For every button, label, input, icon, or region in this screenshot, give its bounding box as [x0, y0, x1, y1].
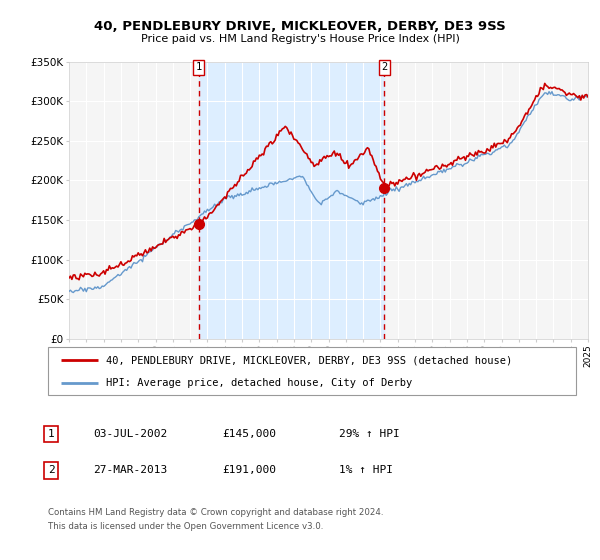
Text: 2: 2: [381, 62, 388, 72]
Text: 40, PENDLEBURY DRIVE, MICKLEOVER, DERBY, DE3 9SS (detached house): 40, PENDLEBURY DRIVE, MICKLEOVER, DERBY,…: [106, 355, 512, 365]
Text: 1% ↑ HPI: 1% ↑ HPI: [339, 465, 393, 475]
Bar: [199, 62, 385, 339]
FancyBboxPatch shape: [48, 347, 576, 395]
Text: £145,000: £145,000: [222, 429, 276, 439]
Text: 40, PENDLEBURY DRIVE, MICKLEOVER, DERBY, DE3 9SS: 40, PENDLEBURY DRIVE, MICKLEOVER, DERBY,…: [94, 20, 506, 32]
Text: £191,000: £191,000: [222, 465, 276, 475]
Text: 1: 1: [196, 62, 202, 72]
Text: HPI: Average price, detached house, City of Derby: HPI: Average price, detached house, City…: [106, 378, 412, 388]
Text: 03-JUL-2002: 03-JUL-2002: [93, 429, 167, 439]
Text: This data is licensed under the Open Government Licence v3.0.: This data is licensed under the Open Gov…: [48, 522, 323, 531]
Text: 2: 2: [47, 465, 55, 475]
Text: Contains HM Land Registry data © Crown copyright and database right 2024.: Contains HM Land Registry data © Crown c…: [48, 508, 383, 517]
Text: 27-MAR-2013: 27-MAR-2013: [93, 465, 167, 475]
Text: 29% ↑ HPI: 29% ↑ HPI: [339, 429, 400, 439]
Text: Price paid vs. HM Land Registry's House Price Index (HPI): Price paid vs. HM Land Registry's House …: [140, 34, 460, 44]
Text: 1: 1: [47, 429, 55, 439]
